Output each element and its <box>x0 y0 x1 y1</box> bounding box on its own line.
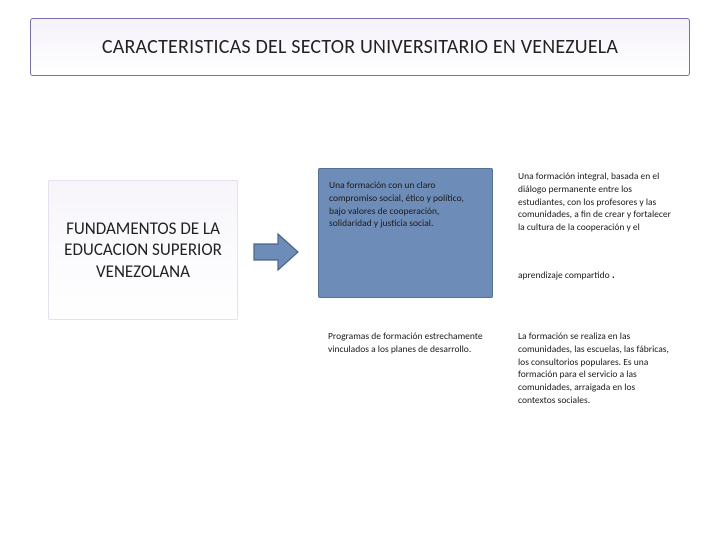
card-text: Una formación con un claro compromiso so… <box>329 179 464 229</box>
left-label-text: FUNDAMENTOS DE LA EDUCACION SUPERIOR VEN… <box>57 218 229 282</box>
card-text: La formación se realiza en las comunidad… <box>518 330 669 406</box>
page-title: CARACTERISTICAS DEL SECTOR UNIVERSITARIO… <box>102 35 618 59</box>
period-icon: . <box>612 267 615 282</box>
card-bottom-right: La formación se realiza en las comunidad… <box>508 320 683 417</box>
card-top-left: Una formación con un claro compromiso so… <box>318 168 493 298</box>
card-text: aprendizaje compartido <box>518 269 610 281</box>
title-container: CARACTERISTICAS DEL SECTOR UNIVERSITARIO… <box>30 18 690 76</box>
arrow-icon <box>252 232 300 272</box>
card-text: Programas de formación estrechamente vin… <box>328 330 483 355</box>
card-text: Una formación integral, basada en el diá… <box>518 170 671 233</box>
card-bottom-left: Programas de formación estrechamente vin… <box>318 320 493 380</box>
card-top-right-part2: aprendizaje compartido . <box>508 256 683 294</box>
arrow-shape <box>254 234 298 270</box>
card-top-right-part1: Una formación integral, basada en el diá… <box>508 160 683 248</box>
left-label-box: FUNDAMENTOS DE LA EDUCACION SUPERIOR VEN… <box>48 180 238 320</box>
